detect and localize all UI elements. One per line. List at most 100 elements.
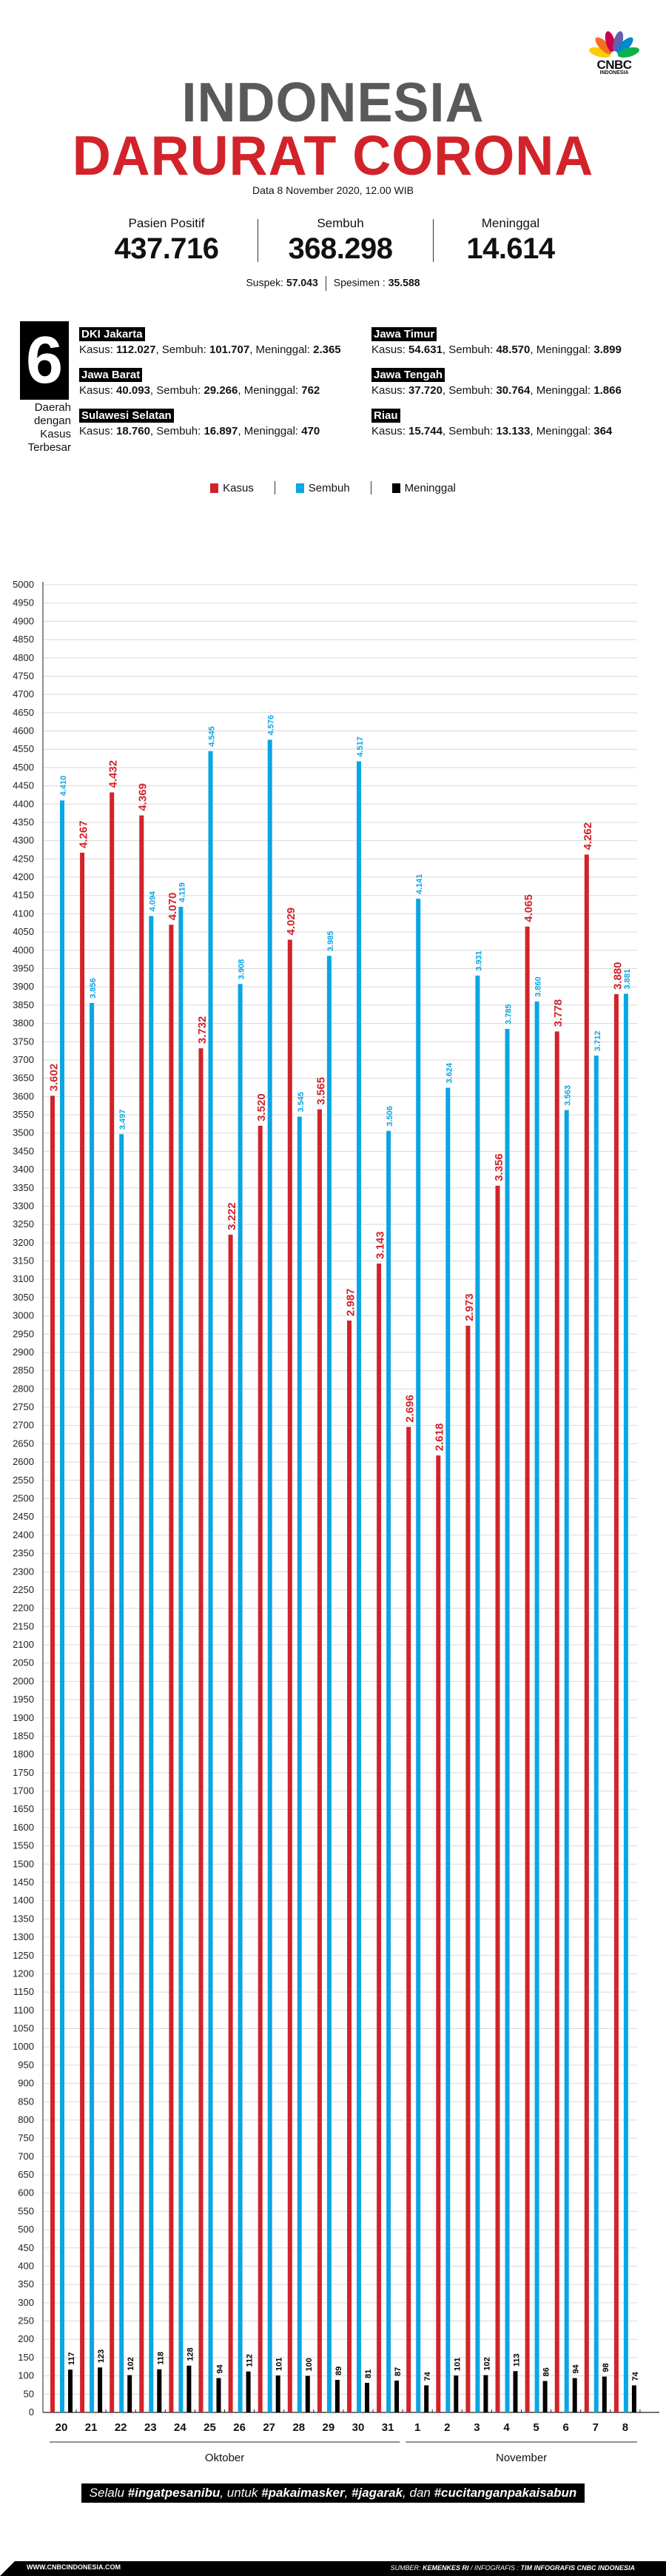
y-tick-label: 2850	[13, 1365, 34, 1376]
meninggal-value: 762	[301, 384, 320, 397]
y-tick-label: 3050	[13, 1292, 34, 1303]
region-name: Jawa Tengah	[371, 368, 445, 382]
stat-meninggal: Meninggal 14.614	[429, 216, 592, 266]
data-label-meninggal: 74	[423, 2371, 432, 2381]
y-tick-label: 2700	[13, 1420, 34, 1431]
legend-swatch-meninggal	[391, 483, 400, 494]
y-tick-label: 1050	[13, 2023, 34, 2034]
y-tick-label: 4100	[13, 908, 34, 919]
hashtag: #jagarak	[352, 2486, 403, 2500]
bar-meninggal	[186, 2365, 192, 2412]
legend-swatch-sembuh	[295, 483, 304, 494]
x-tick-label: 26	[233, 2421, 246, 2434]
y-tick-label: 3750	[13, 1036, 34, 1047]
legend-label: Sembuh	[308, 481, 350, 494]
legend-label: Kasus	[223, 481, 254, 494]
y-tick-label: 3950	[13, 962, 34, 973]
y-tick-label: 1350	[13, 1913, 34, 1924]
x-tick-label: 23	[144, 2421, 157, 2434]
data-label-kasus: 3.356	[493, 1153, 505, 1181]
y-tick-label: 2250	[13, 1584, 34, 1595]
data-label-kasus: 4.029	[285, 908, 297, 936]
x-tick-label: 24	[174, 2421, 186, 2434]
bar-sembuh	[564, 1110, 569, 2412]
x-tick-label: 4	[503, 2421, 510, 2434]
spesimen-value: 35.588	[388, 276, 420, 289]
meninggal-value: 2.365	[313, 343, 341, 356]
y-tick-label: 2450	[13, 1511, 34, 1522]
y-tick-label: 200	[18, 2333, 34, 2344]
bar-sembuh	[119, 1134, 124, 2412]
data-label-meninggal: 113	[512, 2353, 521, 2367]
sembuh-value: 48.570	[496, 343, 531, 356]
secondary-stats: Suspek: 57.043 Spesimen : 35.588	[0, 276, 666, 291]
bar-meninggal	[572, 2378, 577, 2412]
chart-legend: Kasus Sembuh Meninggal	[0, 481, 666, 495]
data-label-kasus: 3.143	[374, 1231, 387, 1259]
bar-kasus	[80, 852, 85, 2412]
stat-sembuh: Sembuh 368.298	[259, 216, 422, 266]
x-tick-label: 6	[563, 2421, 569, 2434]
y-tick-label: 4900	[13, 615, 34, 626]
x-tick-label: 2	[444, 2421, 450, 2434]
data-label-kasus: 4.432	[107, 760, 120, 788]
bar-sembuh	[593, 1056, 599, 2412]
bar-sembuh	[297, 1116, 302, 2412]
y-tick-label: 2000	[13, 1675, 34, 1686]
data-label-sembuh: 4.517	[356, 737, 365, 757]
y-tick-label: 3300	[13, 1200, 34, 1211]
data-label-sembuh: 3.545	[297, 1092, 306, 1113]
bar-meninggal	[275, 2375, 280, 2412]
bar-meninggal	[454, 2375, 459, 2412]
data-label-kasus: 3.778	[552, 999, 565, 1027]
region-name: DKI Jakarta	[79, 327, 145, 341]
suspek-value: 57.043	[286, 276, 318, 289]
bar-kasus	[436, 1455, 441, 2412]
bar-meninggal	[246, 2371, 251, 2412]
bar-sembuh	[149, 916, 154, 2412]
region-stats: Kasus: 54.631, Sembuh: 48.570, Meninggal…	[371, 343, 622, 356]
bar-meninggal	[127, 2375, 132, 2412]
y-tick-label: 4600	[13, 725, 34, 737]
data-label-meninggal: 94	[215, 2364, 224, 2373]
data-label-kasus: 3.520	[255, 1093, 268, 1121]
y-tick-label: 950	[18, 2059, 34, 2070]
bar-meninggal	[216, 2378, 221, 2412]
region-stats: Kasus: 112.027, Sembuh: 101.707, Meningg…	[79, 343, 341, 356]
region-stats: Kasus: 18.760, Sembuh: 16.897, Meninggal…	[79, 425, 320, 437]
data-label-sembuh: 3.860	[534, 976, 543, 997]
footer-corner	[0, 2561, 15, 2576]
bar-sembuh	[416, 899, 421, 2412]
stat-label: Meninggal	[481, 216, 540, 230]
bar-meninggal	[631, 2385, 636, 2412]
divider	[433, 219, 434, 262]
kasus-label: Kasus:	[79, 425, 117, 437]
title-line-2: DARURAT CORONA	[72, 125, 594, 187]
y-tick-label: 1100	[13, 2005, 34, 2016]
y-tick-label: 3500	[13, 1127, 34, 1138]
data-label-meninggal: 128	[186, 2347, 195, 2361]
data-label-meninggal: 117	[67, 2352, 76, 2365]
y-tick-label: 750	[18, 2133, 34, 2144]
y-tick-label: 1550	[13, 1840, 34, 1851]
sembuh-value: 16.897	[204, 425, 238, 437]
bar-kasus	[525, 926, 530, 2412]
source-prefix: SUMBER:	[390, 2564, 423, 2572]
data-label-kasus: 4.065	[522, 894, 535, 922]
legend-item-sembuh: Sembuh	[295, 481, 350, 494]
data-label-meninggal: 94	[572, 2364, 581, 2373]
y-tick-label: 4250	[13, 853, 34, 864]
sembuh-label: , Sembuh:	[442, 343, 497, 356]
y-tick-label: 2100	[13, 1639, 34, 1650]
y-tick-label: 1400	[13, 1895, 34, 1906]
kasus-label: Kasus:	[79, 343, 117, 356]
bar-sembuh	[267, 739, 272, 2413]
y-tick-label: 3650	[13, 1073, 34, 1084]
y-tick-label: 2750	[13, 1401, 34, 1412]
y-tick-label: 2500	[13, 1493, 34, 1504]
kasus-value: 37.720	[408, 384, 443, 397]
y-tick-label: 600	[18, 2187, 34, 2198]
y-tick-label: 4950	[13, 597, 34, 608]
peacock-feather	[595, 37, 613, 55]
data-label-sembuh: 3.931	[474, 950, 483, 971]
